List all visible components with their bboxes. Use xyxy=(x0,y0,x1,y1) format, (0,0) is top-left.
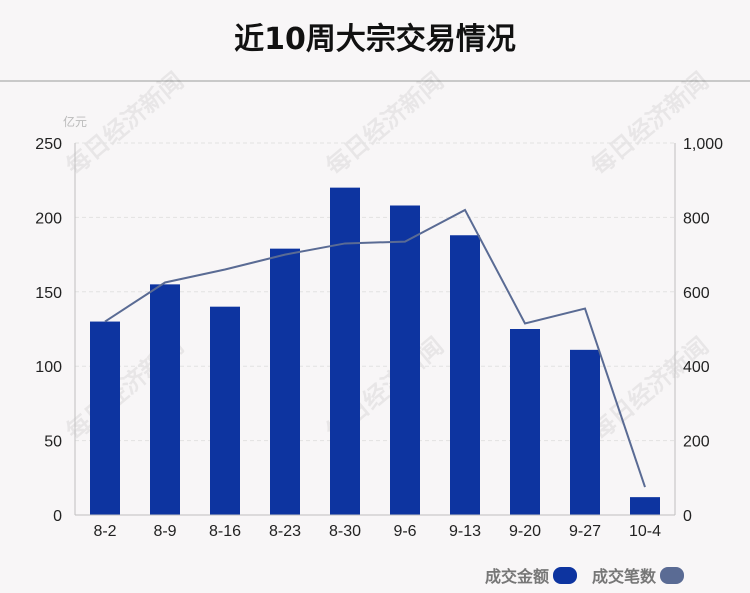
line-series-count xyxy=(104,208,646,488)
x-tick-10-4: 10-4 xyxy=(629,523,661,540)
x-tick-8-30: 8-30 xyxy=(329,523,361,540)
left-tick-0: 0 xyxy=(53,508,62,525)
legend-label-amount: 成交金额 xyxy=(485,567,550,586)
left-tick-50: 50 xyxy=(44,434,62,451)
x-tick-9-27: 9-27 xyxy=(569,523,601,540)
axes: 0 50 100 150 200 250 0 200 400 600 800 1,000 8-2 8-9 8… xyxy=(35,114,723,540)
x-tick-9-20: 9-20 xyxy=(509,523,541,540)
x-tick-9-13: 9-13 xyxy=(449,523,481,540)
left-tick-200: 200 xyxy=(35,210,62,227)
legend-swatch-amount xyxy=(553,567,577,584)
right-tick-1,000: 1,000 xyxy=(683,136,723,153)
right-tick-200: 200 xyxy=(683,434,710,451)
x-tick-9-6: 9-6 xyxy=(393,523,416,540)
bar-8-23 xyxy=(270,248,300,515)
count-line xyxy=(104,208,646,488)
x-tick-8-23: 8-23 xyxy=(269,523,301,540)
chart-title: 近10周大宗交易情况 xyxy=(234,22,516,57)
right-tick-0: 0 xyxy=(683,508,692,525)
bar-9-13 xyxy=(450,235,480,516)
x-tick-8-9: 8-9 xyxy=(153,523,176,540)
right-tick-800: 800 xyxy=(683,210,710,227)
bar-10-4 xyxy=(630,497,660,515)
bar-9-20 xyxy=(510,329,540,515)
bar-8-16 xyxy=(210,306,240,515)
bar-series-amount xyxy=(90,187,660,516)
left-tick-250: 250 xyxy=(35,136,62,153)
right-tick-400: 400 xyxy=(683,359,710,376)
watermark-5: 每日经济新闻 xyxy=(586,332,714,446)
left-tick-100: 100 xyxy=(35,359,62,376)
legend-label-count: 成交笔数 xyxy=(592,567,657,586)
right-tick-600: 600 xyxy=(683,285,710,302)
bar-9-27 xyxy=(570,349,600,515)
bar-8-2 xyxy=(90,321,120,515)
title-divider xyxy=(0,80,750,82)
bar-8-30 xyxy=(330,187,360,515)
x-tick-8-16: 8-16 xyxy=(209,523,241,540)
watermark-2: 每日经济新闻 xyxy=(586,67,714,181)
legend-swatch-count xyxy=(660,567,684,584)
left-axis-unit: 亿元 xyxy=(63,114,87,129)
bar-8-9 xyxy=(150,284,180,515)
bar-9-6 xyxy=(390,205,420,515)
watermark-1: 每日经济新闻 xyxy=(321,67,449,181)
x-tick-8-2: 8-2 xyxy=(93,523,116,540)
left-tick-150: 150 xyxy=(35,285,62,302)
